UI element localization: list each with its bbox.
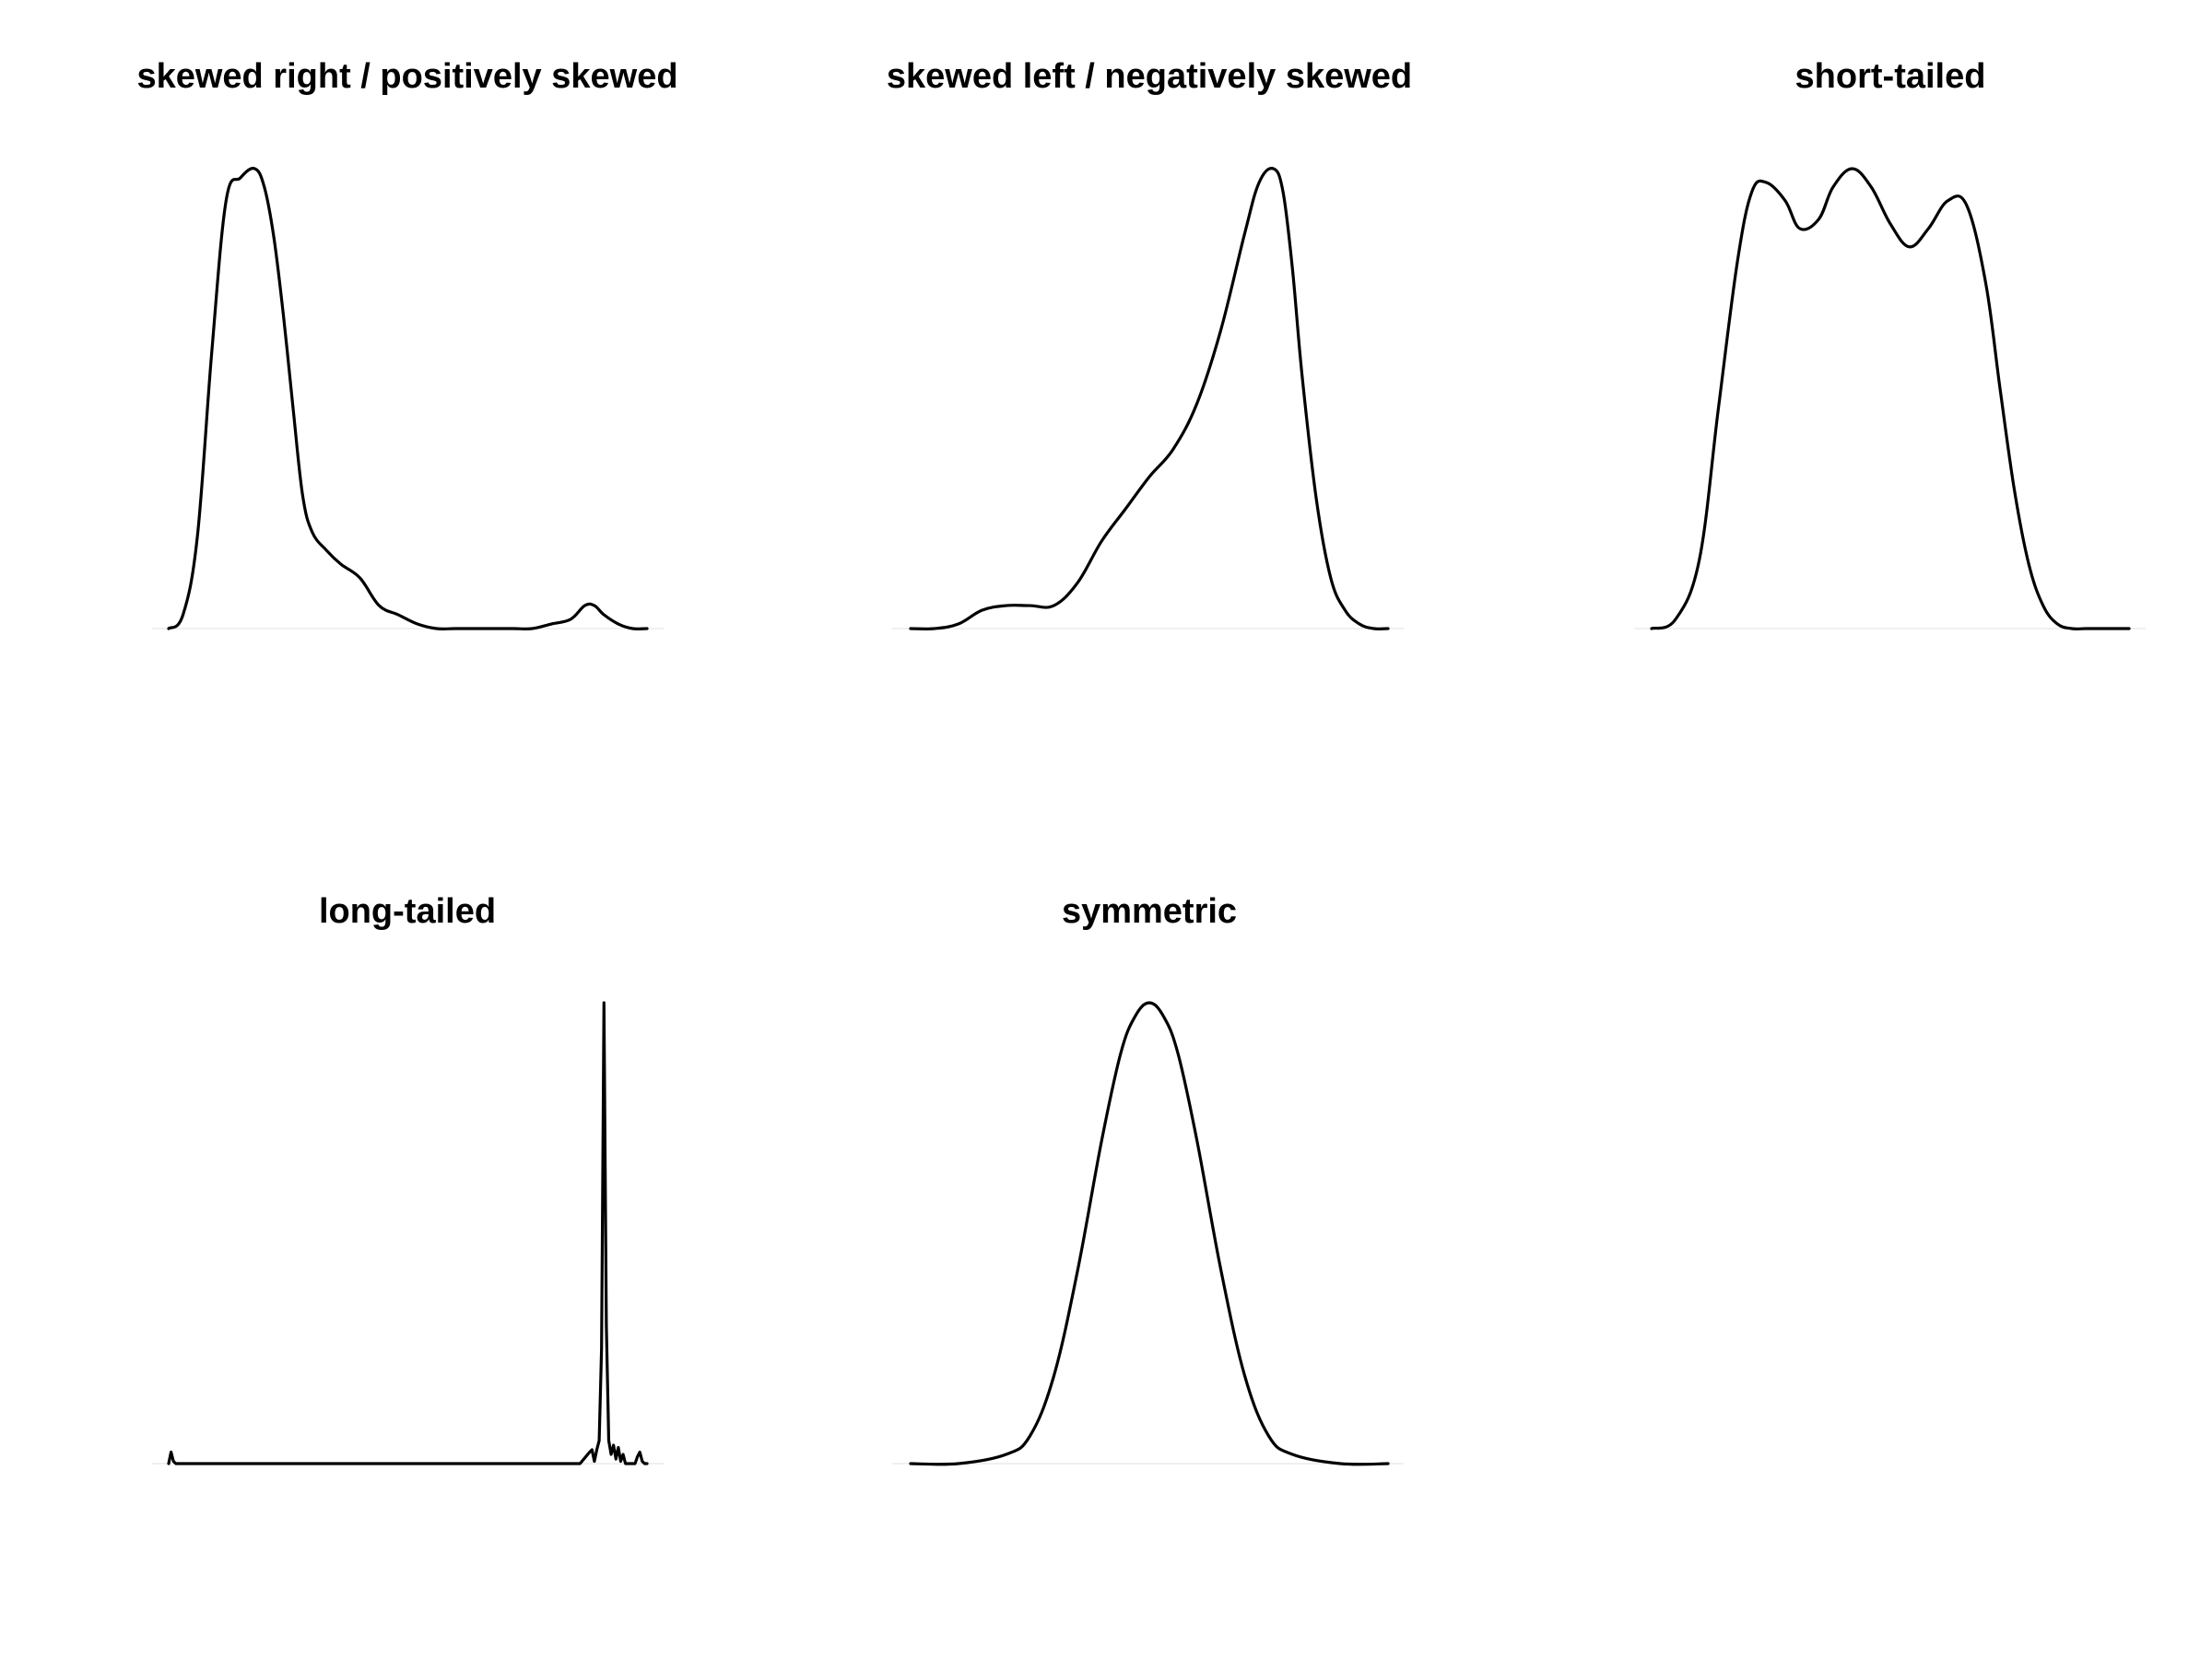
density-curve: [167, 167, 649, 630]
panel-skewed-right: skewed right / positively skewed: [136, 57, 678, 630]
panel-long-tailed: long-tailed: [152, 892, 664, 1465]
panel-symmetric: symmetric: [892, 892, 1404, 1466]
panel-title: long-tailed: [319, 892, 496, 931]
panel-title: symmetric: [1062, 892, 1237, 931]
density-curve: [167, 1001, 649, 1465]
panel-title: short-tailed: [1795, 57, 1986, 96]
panel-short-tailed: short-tailed: [1634, 57, 2146, 630]
panel-skewed-left: skewed left / negatively skewed: [887, 57, 1412, 630]
panel-title: skewed right / positively skewed: [136, 57, 677, 96]
density-curve: [1650, 167, 2131, 630]
panel-title: skewed left / negatively skewed: [887, 57, 1412, 96]
density-curve: [909, 1001, 1390, 1466]
density-curve: [909, 167, 1390, 630]
